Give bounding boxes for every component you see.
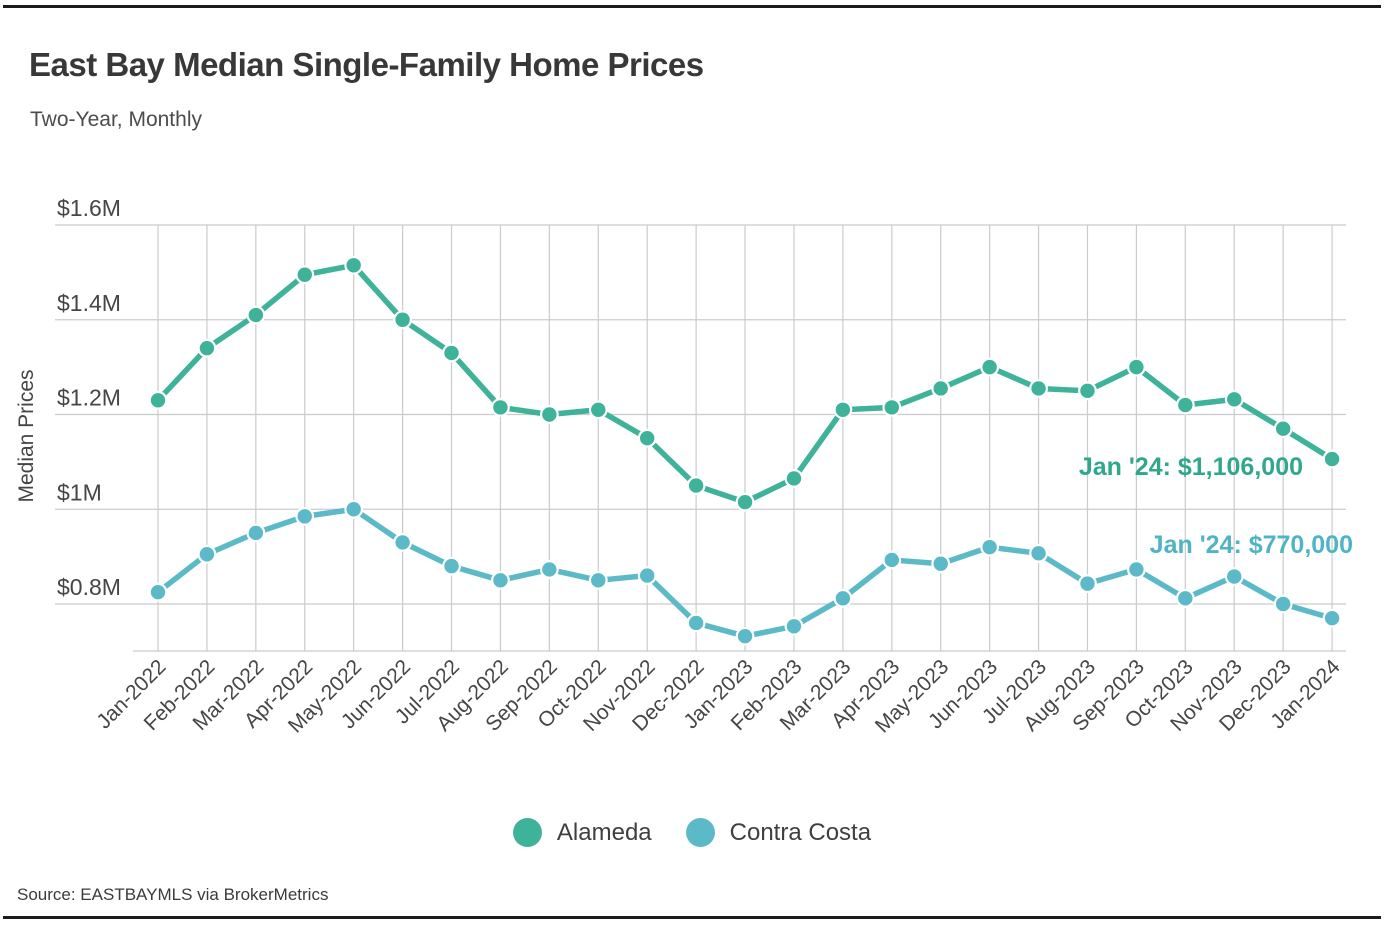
data-point-contra-costa: [393, 533, 413, 552]
legend-label-alameda: Alameda: [556, 818, 652, 846]
data-point-contra-costa: [197, 544, 217, 564]
data-point-contra-costa: [1175, 588, 1195, 608]
data-point-contra-costa: [686, 613, 706, 633]
data-point-contra-costa: [735, 626, 755, 646]
data-point-contra-costa: [491, 570, 510, 590]
data-point-contra-costa: [588, 570, 608, 590]
data-point-contra-costa: [295, 506, 315, 526]
data-point-alameda: [539, 405, 559, 424]
top-rule: [3, 5, 1381, 8]
data-point-contra-costa: [931, 554, 951, 574]
data-point-alameda: [295, 265, 315, 285]
data-point-alameda: [1029, 379, 1048, 398]
y-tick-label: $0.8M: [57, 574, 121, 600]
data-point-alameda: [1175, 395, 1195, 415]
data-point-contra-costa: [539, 560, 559, 579]
y-tick-label: $1.6M: [57, 195, 121, 221]
data-point-alameda: [148, 390, 168, 410]
legend-label-contra-costa: Contra Costa: [729, 818, 872, 846]
data-point-alameda: [1273, 419, 1293, 439]
annotation-contra-costa-jan24: Jan '24: $770,000: [1149, 531, 1353, 559]
y-tick-label: $1M: [57, 479, 102, 505]
data-point-contra-costa: [833, 588, 853, 608]
data-point-alameda: [784, 469, 804, 488]
data-point-contra-costa: [1273, 594, 1293, 614]
data-point-alameda: [637, 428, 657, 448]
data-point-contra-costa: [882, 550, 902, 570]
data-point-alameda: [833, 400, 853, 420]
data-point-alameda: [735, 492, 755, 512]
data-point-alameda: [882, 397, 902, 417]
data-point-alameda: [246, 305, 266, 325]
data-point-contra-costa: [980, 537, 1000, 557]
y-tick-label: $1.2M: [57, 385, 121, 411]
data-point-alameda: [686, 476, 706, 495]
legend: Alameda Contra Costa: [0, 818, 1384, 847]
data-point-alameda: [980, 357, 1000, 377]
legend-item-contra-costa: Contra Costa: [685, 818, 872, 847]
data-point-alameda: [197, 338, 217, 358]
data-point-contra-costa: [344, 499, 364, 519]
data-point-contra-costa: [1078, 574, 1097, 594]
data-point-contra-costa: [1029, 543, 1048, 563]
data-point-contra-costa: [148, 582, 168, 602]
bottom-rule: [3, 916, 1381, 919]
data-point-contra-costa: [637, 566, 657, 585]
legend-dot-contra-costa-icon: [685, 818, 715, 847]
data-point-contra-costa: [246, 523, 266, 543]
data-point-alameda: [1126, 357, 1146, 377]
annotation-alameda-jan24: Jan '24: $1,106,000: [1078, 453, 1303, 481]
data-point-alameda: [393, 310, 413, 330]
y-tick-label: $1.4M: [57, 290, 121, 316]
data-point-contra-costa: [442, 556, 461, 576]
data-point-alameda: [344, 255, 364, 275]
data-point-contra-costa: [784, 616, 804, 636]
data-point-alameda: [491, 397, 510, 417]
data-point-contra-costa: [1322, 608, 1342, 628]
chart-title: East Bay Median Single-Family Home Price…: [29, 46, 704, 83]
data-point-contra-costa: [1224, 567, 1244, 586]
data-point-alameda: [931, 379, 951, 398]
data-point-alameda: [1078, 381, 1097, 401]
data-point-alameda: [442, 343, 461, 363]
legend-dot-alameda-icon: [512, 818, 542, 847]
chart-subtitle: Two-Year, Monthly: [30, 108, 202, 131]
legend-item-alameda: Alameda: [512, 818, 652, 847]
source-note: Source: EASTBAYMLS via BrokerMetrics: [17, 885, 329, 904]
data-point-contra-costa: [1126, 560, 1146, 579]
data-point-alameda: [588, 400, 608, 420]
data-point-alameda: [1322, 449, 1342, 469]
data-point-alameda: [1224, 389, 1244, 409]
